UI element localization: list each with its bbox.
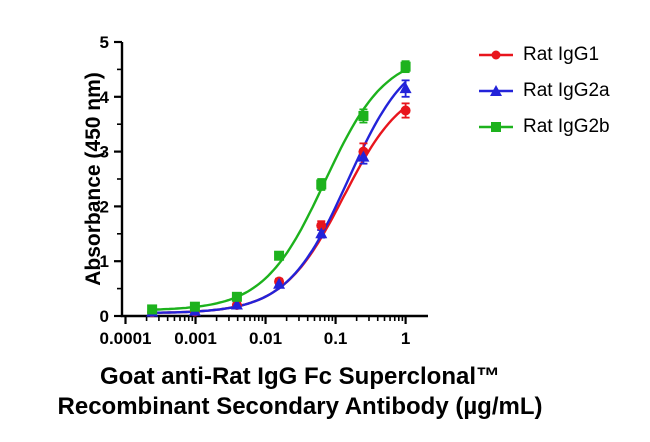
data-point-marker — [273, 277, 286, 289]
legend-label: Rat IgG1 — [523, 44, 600, 65]
plot-layer: 0.0001 0.001 0.01 0.1 1 0 1 2 3 4 5 — [100, 33, 428, 348]
legend-item-rat-igg2b: Rat IgG2b — [478, 116, 610, 138]
legend-marker-triangle-icon — [479, 85, 513, 96]
y-tick-label: 5 — [100, 33, 109, 52]
y-axis-label: Absorbance (450 nm) — [82, 72, 105, 286]
y-tick-label: 3 — [100, 143, 109, 162]
data-point-marker — [357, 150, 370, 162]
data-point-marker — [274, 250, 285, 261]
y-tick-label: 0 — [100, 307, 109, 326]
y-tick-label: 4 — [100, 88, 110, 107]
legend-marker-square-icon — [479, 122, 513, 132]
fit-curve-rat-igg2b — [152, 68, 407, 311]
data-point-marker — [230, 298, 243, 310]
legend-item-rat-igg1: Rat IgG1 — [478, 44, 610, 66]
y-tick-label: 1 — [100, 252, 109, 271]
data-point-marker — [189, 301, 200, 312]
x-axis-label-line1: Goat anti-Rat IgG Fc Superclonal™ — [100, 363, 500, 390]
data-point-marker — [316, 179, 327, 190]
x-tick-label: 0.001 — [174, 329, 217, 348]
x-tick-label: 1 — [401, 329, 410, 348]
data-point-marker — [399, 82, 412, 94]
legend: Rat IgG1 Rat IgG2a Rat IgG2b — [478, 44, 610, 138]
data-point-marker — [315, 227, 328, 239]
legend-item-rat-igg2a: Rat IgG2a — [478, 80, 610, 102]
data-point-marker — [400, 105, 411, 116]
data-point-marker — [400, 61, 411, 72]
data-point-marker — [358, 110, 369, 121]
data-point-marker — [147, 304, 158, 315]
y-tick-label: 2 — [100, 197, 109, 216]
x-axis-label-line2: Recombinant Secondary Antibody (µg/mL) — [58, 393, 543, 420]
legend-label: Rat IgG2b — [523, 116, 610, 137]
legend-marker-circle-icon — [479, 50, 513, 60]
data-point-marker — [316, 220, 327, 231]
legend-label: Rat IgG2a — [523, 80, 610, 101]
x-tick-label: 0.1 — [324, 329, 348, 348]
x-tick-label: 0.0001 — [100, 329, 152, 348]
x-tick-label: 0.01 — [249, 329, 282, 348]
data-point-marker — [231, 291, 242, 302]
